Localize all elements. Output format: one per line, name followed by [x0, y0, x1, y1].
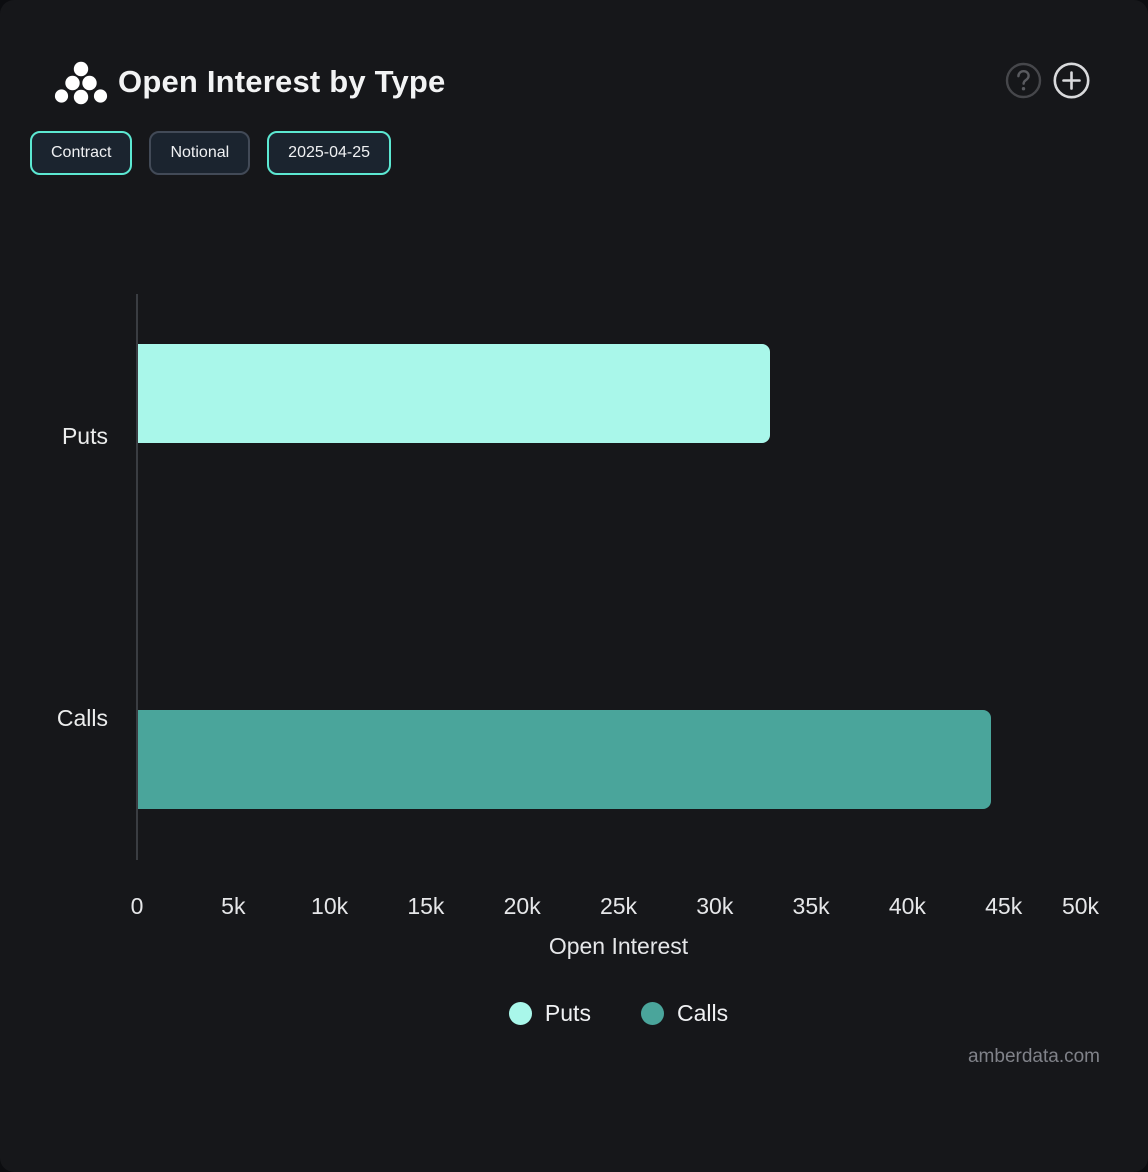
x-tick-label-45k: 45k	[985, 893, 1023, 919]
x-tick-label-20k: 20k	[503, 893, 541, 919]
chart-legend: Puts Calls	[137, 1000, 1100, 1027]
page-title: Open Interest by Type	[118, 64, 446, 99]
legend-dot-icon	[640, 1002, 664, 1025]
legend-item-puts[interactable]: Puts	[508, 1000, 591, 1027]
bar-puts[interactable]	[138, 344, 770, 443]
amberdata-logo-icon	[54, 61, 108, 105]
x-tick-label-50k: 50k	[1061, 893, 1100, 919]
x-tick-label-0: 0	[130, 893, 144, 919]
bar-calls[interactable]	[138, 710, 991, 809]
x-tick-label-15k: 15k	[407, 893, 445, 919]
filter-chip-2025-04-25[interactable]: 2025-04-25	[267, 131, 392, 175]
y-axis-line	[136, 294, 138, 860]
plus-icon	[1053, 62, 1090, 99]
question-mark-icon	[1005, 62, 1042, 99]
x-tick-label-35k: 35k	[792, 893, 830, 919]
filter-chip-contract[interactable]: Contract	[30, 131, 133, 175]
help-button[interactable]	[1005, 62, 1042, 99]
filter-chip-notional[interactable]: Notional	[149, 131, 251, 175]
legend-label: Calls	[676, 1000, 729, 1026]
y-tick-label-puts: Puts	[61, 423, 108, 449]
x-tick-label-30k: 30k	[696, 893, 734, 919]
y-tick-label-calls: Calls	[56, 705, 108, 731]
x-tick-label-5k: 5k	[221, 893, 246, 919]
x-tick-label-25k: 25k	[599, 893, 638, 919]
watermark: amberdata.com	[967, 1046, 1100, 1067]
add-button[interactable]	[1053, 62, 1090, 99]
x-tick-label-40k: 40k	[888, 893, 926, 919]
legend-label: Puts	[544, 1000, 591, 1026]
x-tick-label-10k: 10k	[311, 893, 349, 919]
legend-item-calls[interactable]: Calls	[640, 1000, 729, 1027]
legend-dot-icon	[508, 1002, 532, 1025]
x-axis-title: Open Interest	[548, 933, 689, 959]
filter-chips: Contract Notional 2025-04-25	[30, 131, 392, 175]
